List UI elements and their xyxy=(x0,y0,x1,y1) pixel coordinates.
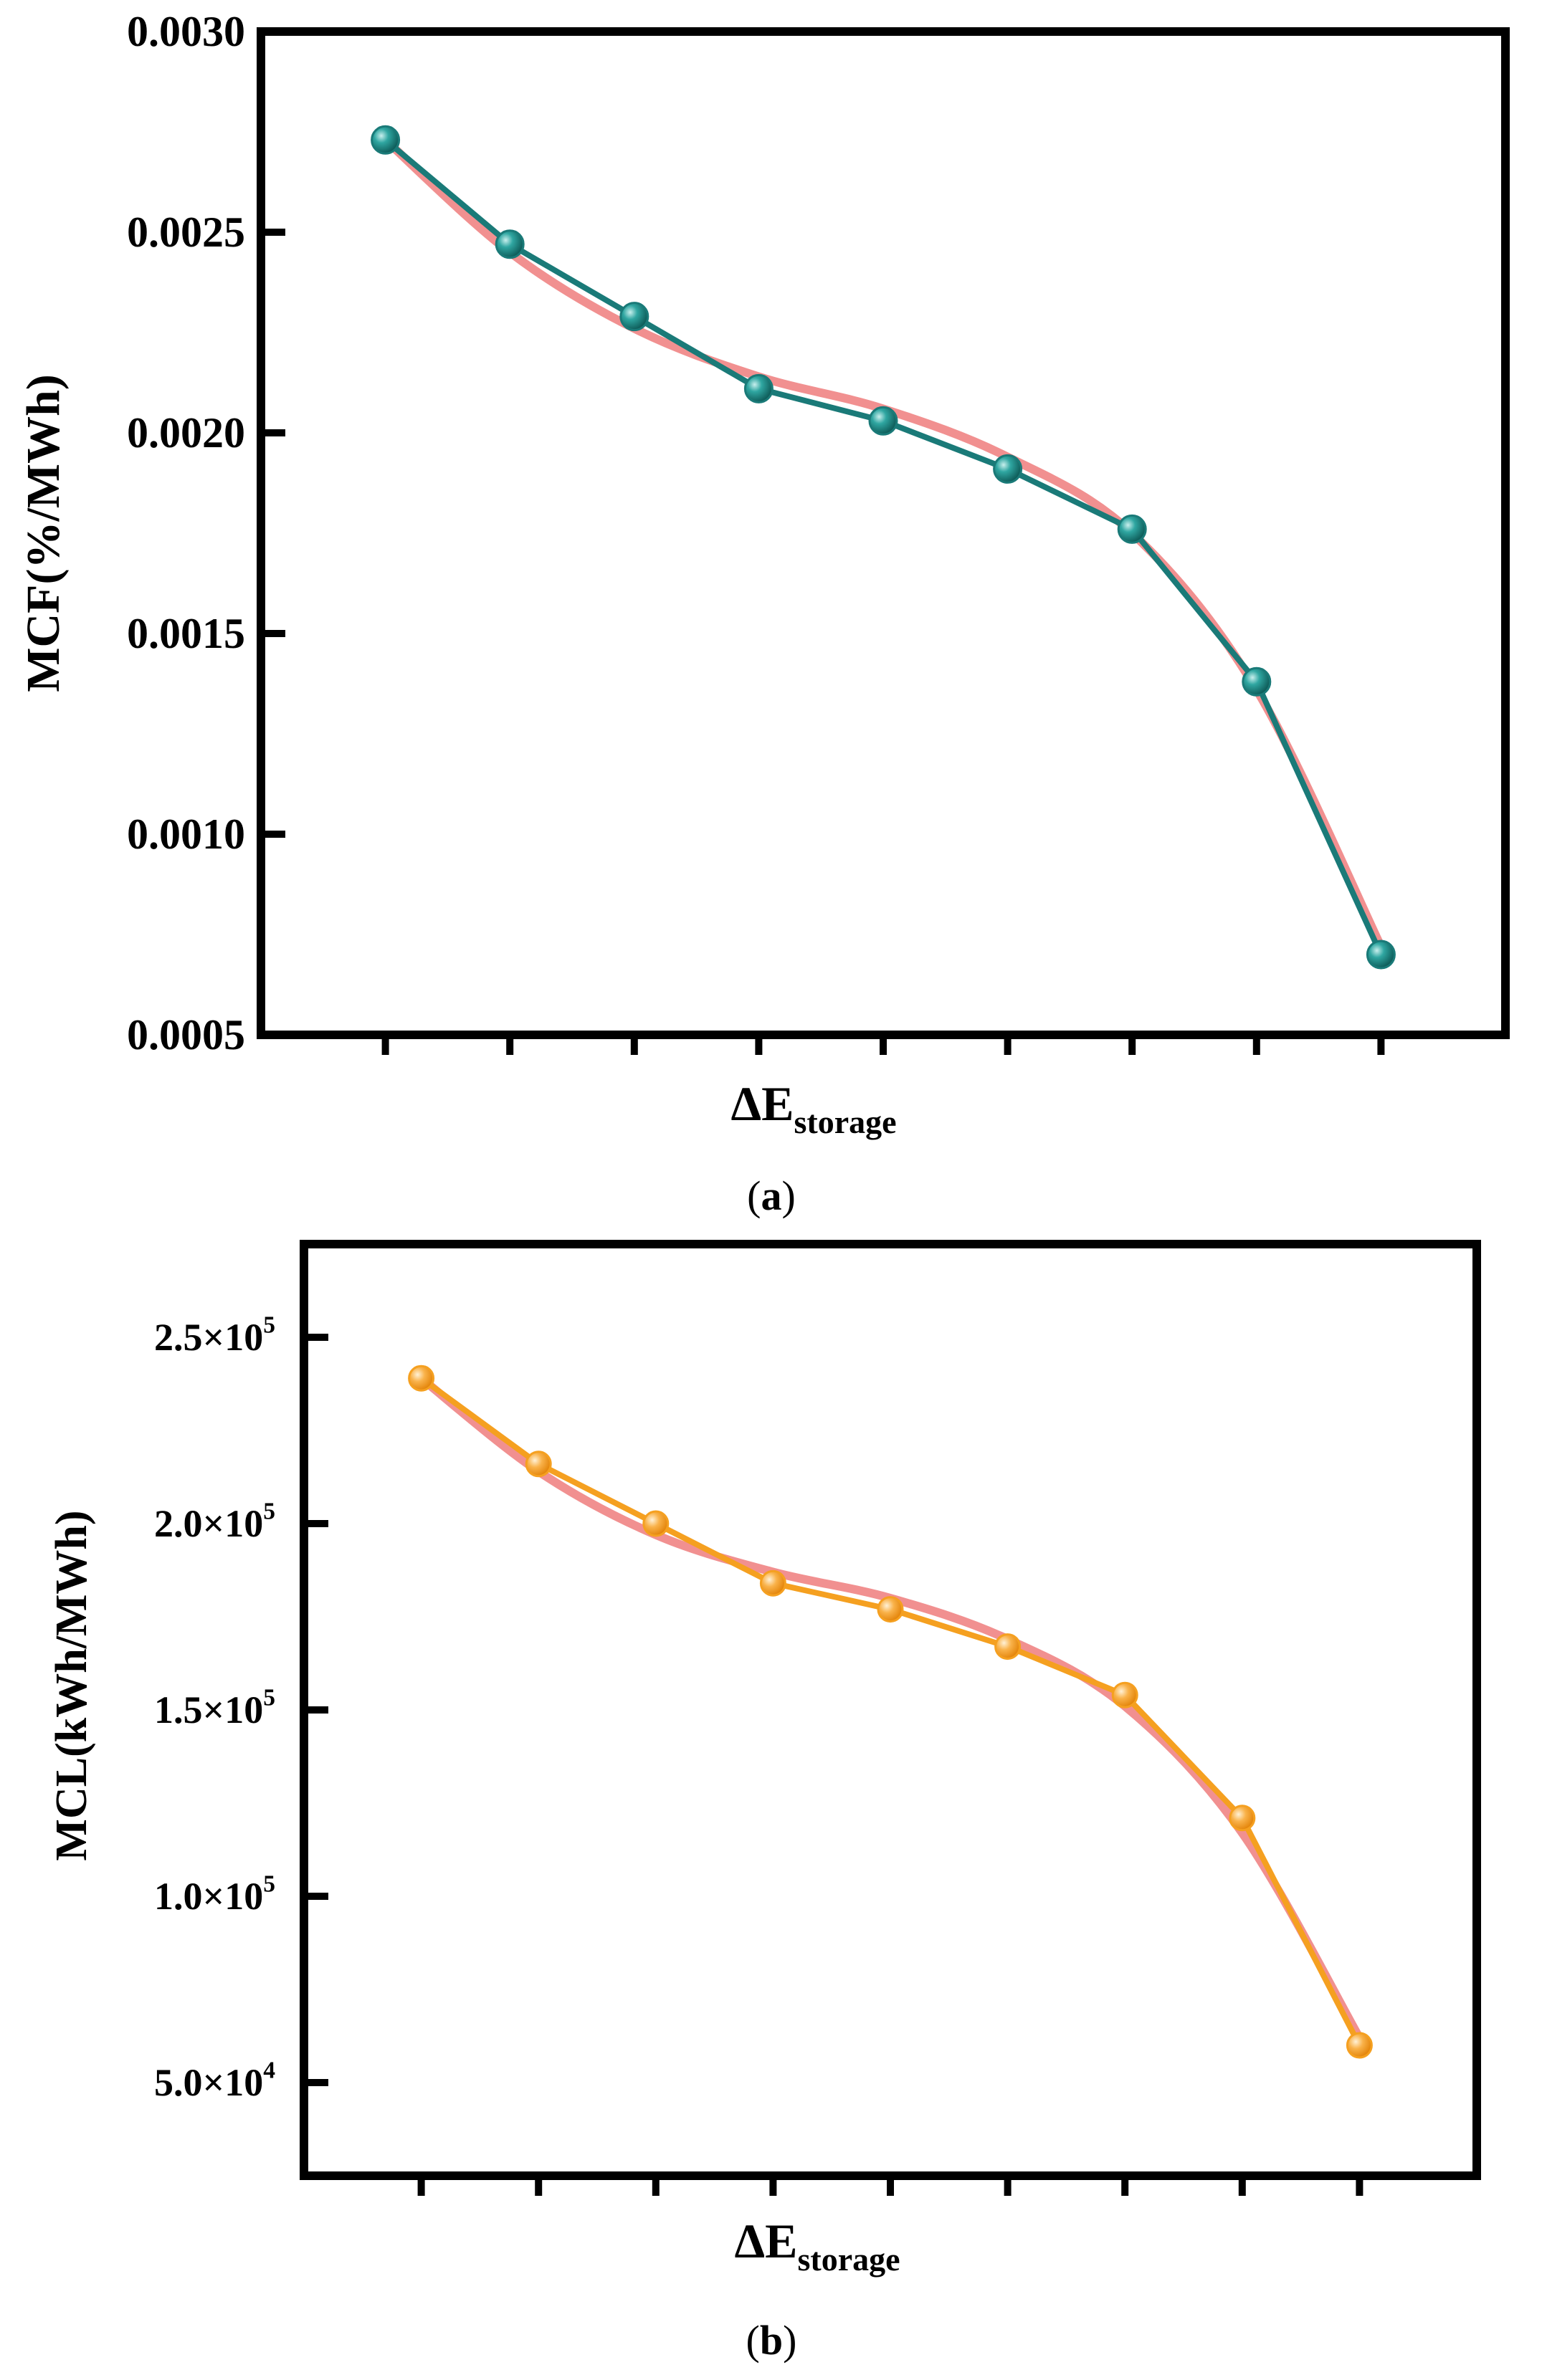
plot-frame-b xyxy=(300,1240,1481,2180)
data-point-b xyxy=(759,1569,786,1597)
y-tick-label-b: 2.0×105 xyxy=(154,1499,275,1545)
y-tick-label-b: 2.5×105 xyxy=(154,1312,275,1359)
x-axis-label-sub-a: storage xyxy=(794,1104,896,1140)
y-ticks-b: 2.5×105 2.0×105 1.5×105 1.0×105 5.0×104 xyxy=(154,1312,328,2104)
data-point-b xyxy=(1346,2032,1373,2059)
data-point-b xyxy=(1229,1805,1256,1832)
data-point-a xyxy=(371,125,401,155)
series-b xyxy=(408,1365,1373,2059)
y-tick-label-b: 5.0×104 xyxy=(154,2058,275,2104)
data-point-a xyxy=(495,229,525,259)
y-tick-label-a: 0.0020 xyxy=(127,409,245,457)
data-point-b xyxy=(642,1510,670,1537)
y-tick-label-a: 0.0025 xyxy=(127,209,245,256)
data-line-b xyxy=(419,1375,1362,2047)
data-point-b xyxy=(525,1451,552,1478)
y-tick-label-a: 0.0010 xyxy=(127,811,245,858)
data-point-a xyxy=(993,454,1023,484)
y-tick-label-b: 1.5×105 xyxy=(154,1685,275,1731)
data-point-b xyxy=(877,1596,904,1623)
data-point-b xyxy=(1111,1681,1138,1708)
data-line-a xyxy=(384,138,1384,956)
data-point-a xyxy=(1242,666,1272,697)
y-axis-label-b: MCL(kWh/MWh) xyxy=(47,1510,96,1860)
x-axis-label-main-a: ΔE xyxy=(730,1076,794,1131)
y-axis-label-a: MCF(%/MWh) xyxy=(17,374,70,692)
y-tick-label-a: 0.0005 xyxy=(127,1011,245,1058)
series-a xyxy=(371,125,1396,970)
x-ticks-b xyxy=(417,2176,1363,2196)
chart-panel-a: 0.0030 0.0025 0.0020 0.0015 0.0010 0.0005 MCF… xyxy=(17,8,1510,1219)
y-tick-label-a: 0.0030 xyxy=(127,8,245,55)
x-axis-label-b: ΔEstorage xyxy=(734,2214,900,2278)
data-point-a xyxy=(619,302,649,332)
y-tick-label-a: 0.0015 xyxy=(127,610,245,657)
data-point-a xyxy=(1117,514,1147,544)
data-point-a xyxy=(743,373,774,403)
x-axis-label-sub-b: storage xyxy=(797,2241,900,2278)
chart-panel-b: 2.5×105 2.0×105 1.5×105 1.0×105 5.0×104 MCL(… xyxy=(47,1240,1481,2364)
x-ticks-a xyxy=(381,1035,1385,1055)
panel-caption-b: (b) xyxy=(746,2317,797,2364)
data-point-a xyxy=(868,406,898,436)
x-axis-label-main-b: ΔE xyxy=(734,2214,797,2268)
y-tick-label-b: 1.0×105 xyxy=(154,1871,275,1918)
plot-frame-a xyxy=(257,27,1510,1039)
data-point-b xyxy=(408,1365,435,1392)
x-axis-label-a: ΔEstorage xyxy=(730,1076,896,1140)
data-point-a xyxy=(1366,940,1396,970)
data-point-b xyxy=(994,1633,1022,1660)
y-ticks-a: 0.0030 0.0025 0.0020 0.0015 0.0010 0.0005 xyxy=(127,8,285,1058)
panel-caption-a: (a) xyxy=(747,1172,796,1219)
